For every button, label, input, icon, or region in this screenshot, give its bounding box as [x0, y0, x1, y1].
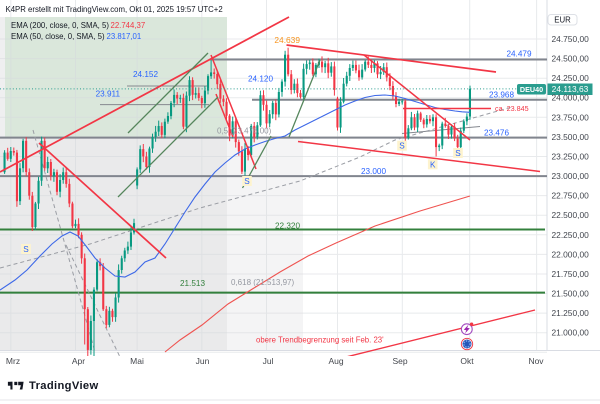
svg-text:21.750,00: 21.750,00: [552, 269, 590, 279]
svg-text:24.750,00: 24.750,00: [552, 34, 590, 44]
svg-text:21.000,00: 21.000,00: [552, 328, 590, 338]
svg-text:EMA (200, close, 0, SMA, 5): EMA (200, close, 0, SMA, 5): [11, 21, 109, 30]
svg-text:24.479: 24.479: [506, 50, 531, 59]
svg-text:23.250,00: 23.250,00: [552, 151, 590, 161]
svg-text:ca. 23.845: ca. 23.845: [495, 104, 529, 113]
svg-text:24.113,63: 24.113,63: [552, 84, 589, 94]
svg-text:23.476: 23.476: [484, 128, 509, 137]
svg-text:23.968: 23.968: [489, 91, 514, 100]
svg-text:22.744,37: 22.744,37: [111, 21, 146, 30]
svg-text:24.500,00: 24.500,00: [552, 54, 590, 64]
svg-text:23.911: 23.911: [96, 89, 121, 98]
svg-text:Nov: Nov: [528, 356, 544, 366]
svg-text:0,5 (23.476,00): 0,5 (23.476,00): [217, 127, 272, 136]
svg-text:Mai: Mai: [130, 356, 144, 366]
svg-text:S: S: [23, 245, 29, 254]
svg-text:22.000,00: 22.000,00: [552, 249, 590, 259]
svg-text:Jun: Jun: [196, 356, 210, 366]
svg-text:EUR: EUR: [554, 16, 571, 25]
svg-text:24.120: 24.120: [248, 75, 273, 84]
svg-text:23.000,00: 23.000,00: [552, 171, 590, 181]
svg-text:23.500,00: 23.500,00: [552, 132, 590, 142]
svg-text:Aug: Aug: [328, 356, 343, 366]
svg-text:Jul: Jul: [263, 356, 274, 366]
svg-text:23.817,01: 23.817,01: [107, 32, 142, 41]
svg-text:Okt: Okt: [460, 356, 474, 366]
svg-text:22.250,00: 22.250,00: [552, 230, 590, 240]
svg-text:21.513: 21.513: [180, 279, 205, 288]
svg-text:K4PR erstellt mit TradingView.: K4PR erstellt mit TradingView.com, Okt 0…: [6, 5, 223, 14]
svg-text:22.750,00: 22.750,00: [552, 191, 590, 201]
svg-text:21.250,00: 21.250,00: [552, 308, 590, 318]
svg-text:TradingView: TradingView: [29, 380, 99, 392]
svg-text:24.000,00: 24.000,00: [552, 93, 590, 103]
svg-text:S: S: [399, 142, 405, 151]
svg-text:K: K: [430, 160, 436, 169]
svg-text:22.500,00: 22.500,00: [552, 210, 590, 220]
svg-text:23.750,00: 23.750,00: [552, 112, 590, 122]
svg-text:Apr: Apr: [72, 356, 85, 366]
svg-text:S: S: [455, 149, 461, 158]
svg-text:22.320: 22.320: [275, 222, 300, 231]
svg-text:DEU40: DEU40: [520, 85, 543, 94]
svg-text:24.152: 24.152: [133, 70, 158, 79]
svg-text:24.250,00: 24.250,00: [552, 73, 590, 83]
svg-text:21.500,00: 21.500,00: [552, 289, 590, 299]
svg-text:S: S: [244, 177, 250, 186]
svg-text:24.639: 24.639: [274, 35, 300, 45]
svg-text:EMA (50, close, 0, SMA, 5): EMA (50, close, 0, SMA, 5): [11, 32, 105, 41]
svg-text:obere Trendbegrenzung seit Feb: obere Trendbegrenzung seit Feb. 23': [256, 336, 384, 345]
svg-text:0,618 (21.513,97): 0,618 (21.513,97): [231, 278, 294, 287]
svg-text:Mrz: Mrz: [6, 356, 20, 366]
svg-text:23.000: 23.000: [361, 167, 386, 176]
svg-text:Sep: Sep: [392, 356, 407, 366]
